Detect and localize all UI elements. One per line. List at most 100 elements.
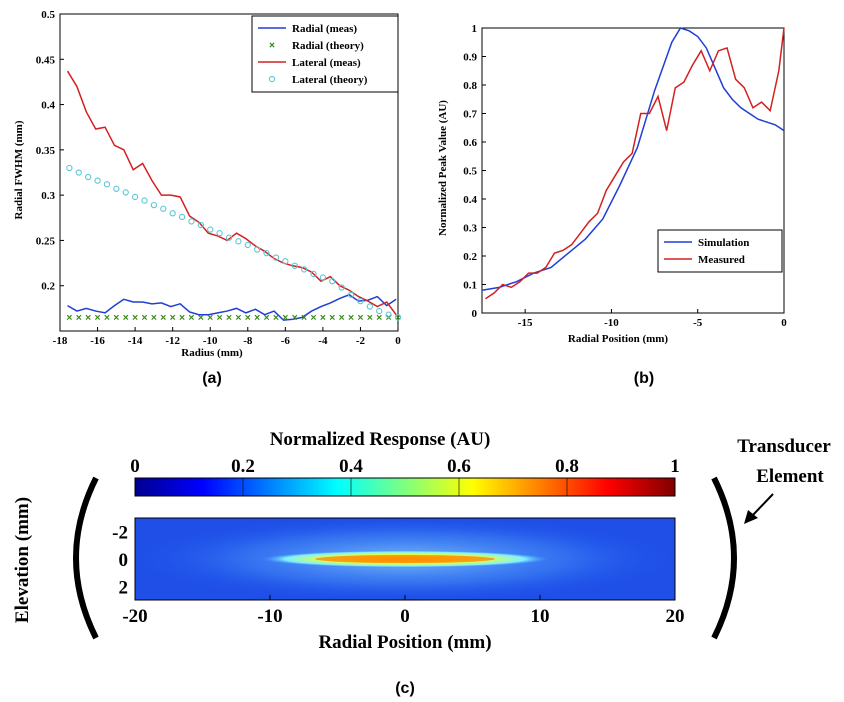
series-point-3 bbox=[366, 303, 373, 310]
colorbar-tick-label: 1 bbox=[670, 456, 680, 477]
series-point-1 bbox=[170, 314, 176, 321]
series-line-0 bbox=[481, 27, 785, 291]
x-tick-label: -2 bbox=[356, 335, 366, 347]
series-point-3 bbox=[113, 185, 120, 192]
x-tick-label: -6 bbox=[281, 335, 291, 347]
series-point-1 bbox=[104, 314, 110, 321]
colorbar-tick-label: 0.8 bbox=[555, 456, 579, 477]
series-point-1 bbox=[310, 314, 317, 321]
series-point-3 bbox=[150, 201, 158, 209]
transducer-label-line1: Transducer bbox=[737, 436, 831, 457]
series-point-3 bbox=[254, 246, 261, 253]
series-point-3 bbox=[291, 262, 298, 269]
x-tick-label: 0 bbox=[395, 335, 401, 347]
series-point-1 bbox=[132, 314, 138, 321]
legend-label: Simulation bbox=[698, 237, 749, 249]
series-point-1 bbox=[123, 314, 129, 321]
x-tick-label: -10 bbox=[203, 335, 218, 347]
y-tick-label: 1 bbox=[472, 23, 478, 35]
y-tick-label: 0.3 bbox=[41, 190, 55, 202]
chart-a: -18 -16 -14 -12 -10 -8 -6 -4 -2 0 0.2 0.25 0.3 0.35 0.… bbox=[13, 9, 402, 359]
x-tick-label: -10 bbox=[604, 317, 619, 329]
x-tick-label: -14 bbox=[128, 335, 143, 347]
series-point-1 bbox=[329, 314, 335, 321]
y-tick-label: 0.5 bbox=[41, 9, 55, 21]
y-tick-label: 0.4 bbox=[41, 100, 55, 112]
series-point-1 bbox=[179, 314, 185, 321]
colorbar-tick-label: 0.4 bbox=[339, 456, 363, 477]
colorbar-tick-label: 0.6 bbox=[447, 456, 471, 477]
series-point-1 bbox=[151, 314, 157, 321]
heatmap-y-ticks: -2 0 2 bbox=[112, 523, 128, 599]
heatmap-y-tick-label: 0 bbox=[119, 550, 129, 571]
series-point-1 bbox=[254, 314, 260, 321]
series-point-1 bbox=[376, 314, 382, 321]
series-point-1 bbox=[198, 314, 204, 321]
chart-a-xlabel: Radius (mm) bbox=[181, 347, 243, 359]
heatmap-x-tick-label: 20 bbox=[666, 606, 685, 627]
heatmap-xlabel: Radial Position (mm) bbox=[318, 632, 491, 653]
x-tick-label: -16 bbox=[90, 335, 105, 347]
legend-label: Measured bbox=[698, 254, 745, 266]
heatmap-beam-core bbox=[315, 555, 495, 563]
series-point-3 bbox=[131, 193, 139, 201]
transducer-right-arc bbox=[711, 476, 737, 640]
series-point-3 bbox=[188, 218, 195, 225]
y-tick-label: 0.8 bbox=[463, 80, 477, 92]
series-point-1 bbox=[188, 314, 195, 321]
series-point-3 bbox=[235, 238, 242, 245]
series-point-3 bbox=[207, 226, 214, 233]
series-point-3 bbox=[272, 254, 280, 261]
series-point-3 bbox=[282, 258, 289, 265]
y-tick-label: 0.25 bbox=[36, 235, 56, 247]
heatmap-x-tick-label: -20 bbox=[122, 606, 147, 627]
series-point-3 bbox=[376, 307, 383, 315]
series-point-3 bbox=[394, 314, 402, 321]
series-point-1 bbox=[245, 314, 251, 321]
x-tick-label: -4 bbox=[318, 335, 328, 347]
colorbar-tick-labels: 0 0.2 0.4 0.6 0.8 1 bbox=[130, 456, 680, 477]
y-tick-label: 0.7 bbox=[463, 109, 477, 121]
series-point-3 bbox=[310, 270, 317, 278]
heatmap-x-tick-label: -10 bbox=[257, 606, 282, 627]
series-point-1 bbox=[66, 314, 73, 321]
series-point-3 bbox=[178, 213, 186, 221]
series-point-1 bbox=[207, 314, 213, 321]
series-point-3 bbox=[225, 234, 233, 241]
legend-swatch bbox=[269, 42, 275, 48]
series-point-1 bbox=[235, 314, 242, 321]
heatmap-x-tick-label: 10 bbox=[531, 606, 550, 627]
chart-a-plot-area: -18 -16 -14 -12 -10 -8 -6 -4 -2 0 0.2 0.25 0.3 0.35 0.… bbox=[36, 9, 402, 347]
series-point-3 bbox=[197, 221, 204, 229]
series-point-3 bbox=[357, 297, 364, 305]
legend-label: Lateral (meas) bbox=[292, 57, 361, 69]
series-point-1 bbox=[216, 314, 223, 321]
series-point-1 bbox=[339, 314, 345, 321]
series-point-1 bbox=[226, 314, 232, 321]
y-tick-label: 0.2 bbox=[463, 251, 477, 263]
heatmap-y-tick-label: -2 bbox=[112, 523, 128, 544]
x-tick-label: 0 bbox=[781, 317, 787, 329]
legend-label: Radial (theory) bbox=[292, 40, 364, 52]
series-point-1 bbox=[282, 314, 288, 321]
legend-box bbox=[657, 229, 783, 273]
chart-b-xlabel: Radial Position (mm) bbox=[568, 333, 669, 345]
colorbar-tick-label: 0.2 bbox=[231, 456, 255, 477]
series-point-1 bbox=[76, 314, 82, 321]
x-tick-label: -15 bbox=[518, 317, 533, 329]
series-point-3 bbox=[122, 189, 129, 196]
y-tick-label: 0.6 bbox=[463, 137, 477, 149]
y-tick-label: 0.2 bbox=[41, 281, 55, 293]
transducer-arrow-head bbox=[744, 510, 758, 524]
series-point-3 bbox=[66, 164, 73, 172]
chart-b-ylabel: Normalized Peak Value (AU) bbox=[437, 100, 449, 236]
series-point-1 bbox=[85, 314, 91, 321]
legend-label: Radial (meas) bbox=[292, 23, 357, 35]
series-point-3 bbox=[160, 205, 167, 212]
caption-b: (b) bbox=[633, 370, 655, 387]
legend-label: Lateral (theory) bbox=[292, 74, 368, 86]
series-point-3 bbox=[85, 173, 92, 181]
series-point-3 bbox=[216, 230, 223, 237]
series-point-1 bbox=[113, 314, 119, 321]
heatmap-x-ticks: -20 -10 0 10 20 bbox=[122, 595, 685, 627]
